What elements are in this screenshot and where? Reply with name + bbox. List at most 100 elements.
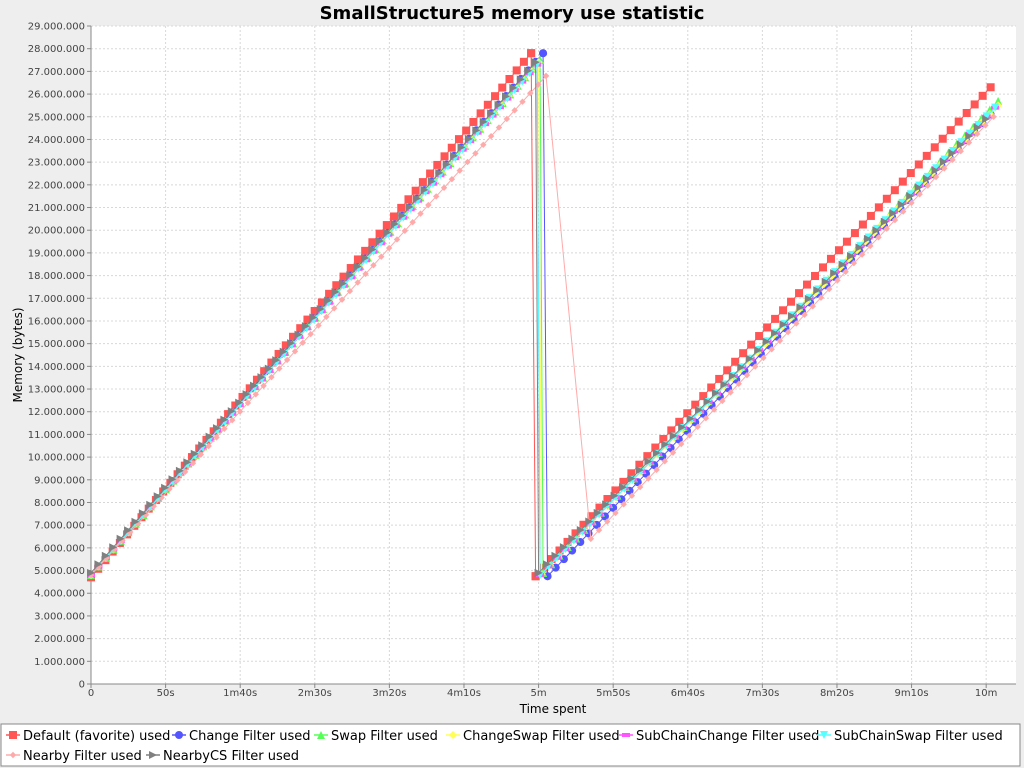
data-point <box>754 346 763 355</box>
data-point <box>346 264 355 273</box>
data-point <box>368 245 377 254</box>
data-point <box>289 332 298 341</box>
data-point <box>940 155 949 164</box>
data-point <box>787 311 796 320</box>
data-point <box>763 323 772 332</box>
series-layer <box>87 49 1003 582</box>
data-point <box>563 537 572 546</box>
series-8 <box>87 58 991 577</box>
data-point <box>331 305 338 312</box>
data-point <box>719 397 726 405</box>
data-point <box>850 259 858 267</box>
data-point <box>146 500 155 509</box>
data-point <box>891 216 899 224</box>
data-point <box>898 198 907 207</box>
legend-item: NearbyCS Filter used <box>146 749 299 764</box>
data-point <box>409 219 416 226</box>
data-point <box>274 349 283 358</box>
data-point <box>221 425 228 432</box>
data-point <box>916 191 923 198</box>
data-point <box>551 551 560 560</box>
data-point <box>527 89 534 97</box>
data-point <box>124 526 133 535</box>
data-point <box>830 269 839 278</box>
data-point <box>509 83 518 92</box>
data-point <box>131 517 140 526</box>
data-point <box>890 186 899 195</box>
data-point <box>710 406 718 413</box>
y-tick-label: 14.000.000 <box>28 362 85 373</box>
data-point <box>882 194 891 203</box>
data-point <box>923 172 932 181</box>
data-point <box>469 117 478 126</box>
data-point <box>516 75 525 84</box>
data-point <box>370 262 377 269</box>
data-point <box>809 303 816 310</box>
data-point <box>965 129 974 138</box>
data-point <box>602 500 611 509</box>
data-point <box>653 466 660 474</box>
data-point <box>579 520 588 529</box>
x-tick-label: 9m10s <box>895 688 929 699</box>
data-point <box>847 252 856 261</box>
data-point <box>611 486 620 495</box>
y-tick-label: 0 <box>79 680 85 691</box>
legend-item: ChangeSwap Filter used <box>446 729 620 744</box>
data-point <box>257 373 266 382</box>
data-point <box>361 254 370 263</box>
data-point <box>946 126 955 135</box>
data-point <box>401 227 409 235</box>
data-point <box>425 201 432 209</box>
data-point <box>801 311 808 319</box>
x-tick-label: 10m <box>975 688 997 699</box>
data-point <box>619 477 628 486</box>
data-point <box>227 407 236 416</box>
data-point <box>498 83 507 92</box>
data-point <box>442 160 451 169</box>
x-tick-label: 50s <box>157 688 175 699</box>
legend-item: Swap Filter used <box>314 729 438 744</box>
data-point <box>694 423 701 431</box>
data-point <box>768 346 775 353</box>
data-point <box>889 207 898 216</box>
data-point <box>834 246 843 255</box>
data-point <box>310 306 319 315</box>
data-point <box>643 452 652 461</box>
legend-label: Change Filter used <box>189 729 311 744</box>
data-point <box>149 751 157 759</box>
y-tick-label: 29.000.000 <box>28 22 85 33</box>
data-point <box>826 254 835 263</box>
data-point <box>346 271 355 280</box>
data-point <box>924 182 932 189</box>
data-point <box>190 449 199 458</box>
data-point <box>793 320 800 327</box>
data-point <box>244 399 252 407</box>
y-tick-label: 6.000.000 <box>34 543 85 554</box>
data-point <box>555 546 564 555</box>
data-point <box>212 424 221 433</box>
series-7 <box>87 72 997 579</box>
data-point <box>760 354 767 362</box>
y-tick-label: 23.000.000 <box>28 158 85 169</box>
data-point <box>456 167 463 174</box>
data-point <box>627 469 636 478</box>
data-point <box>534 81 542 88</box>
data-point <box>818 263 827 272</box>
data-point <box>299 339 307 346</box>
legend-box <box>0 723 1021 767</box>
data-point <box>283 356 291 364</box>
data-point <box>627 474 636 483</box>
data-point <box>220 415 229 424</box>
data-point <box>914 183 923 192</box>
data-point <box>867 242 874 250</box>
data-point <box>731 357 740 366</box>
data-point <box>454 135 463 144</box>
data-point <box>874 203 883 212</box>
y-tick-label: 16.000.000 <box>28 316 85 327</box>
data-point <box>398 211 407 220</box>
data-point <box>948 149 957 158</box>
data-point <box>418 178 427 187</box>
data-point <box>332 281 341 290</box>
data-point <box>385 244 393 252</box>
data-point <box>949 156 956 164</box>
